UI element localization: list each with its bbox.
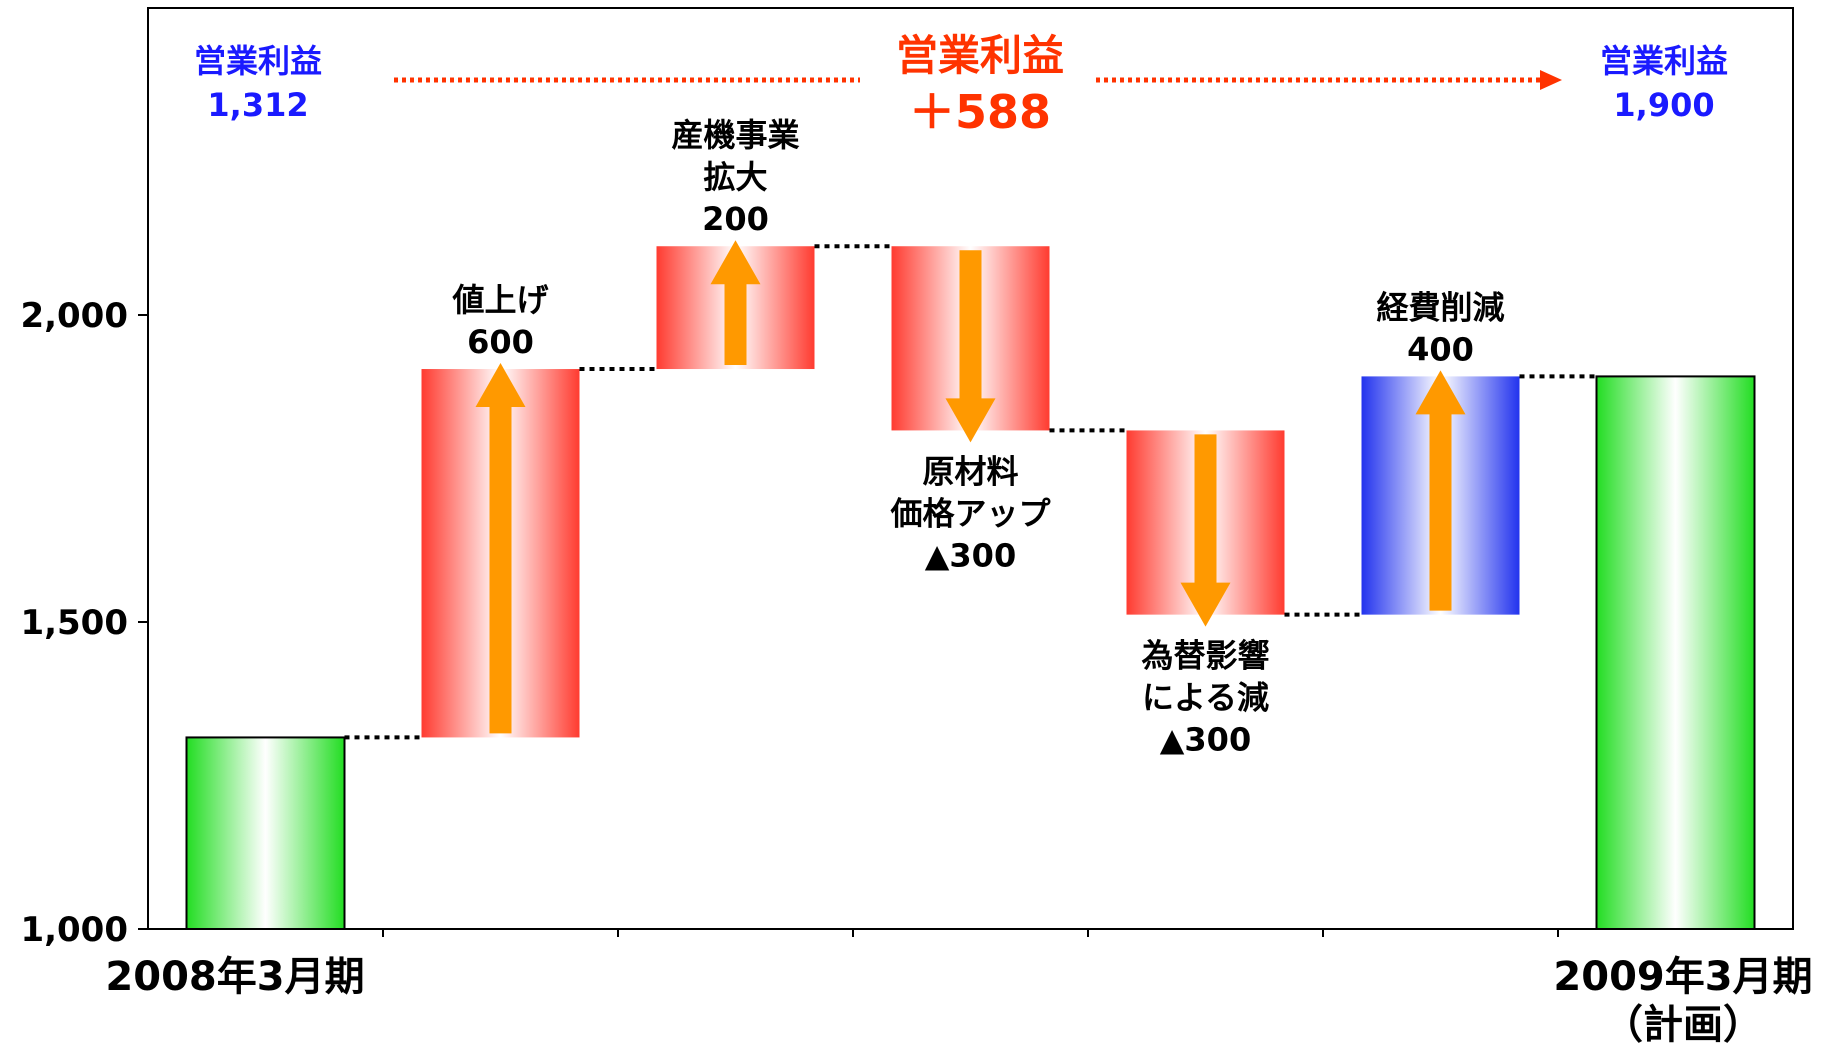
bar-label: 為替影響 bbox=[1141, 637, 1269, 675]
arrow-down-icon bbox=[1180, 434, 1231, 627]
x-category-label: （計画） bbox=[1603, 1002, 1763, 1048]
arrow-down-icon bbox=[945, 250, 996, 443]
y-tick-label: 1,000 bbox=[20, 910, 128, 950]
x-category-label: 2009年3月期 bbox=[1553, 954, 1812, 1000]
bar-label: 産機事業 bbox=[671, 116, 799, 154]
bar-label: 400 bbox=[1407, 330, 1474, 368]
summary-center-label: 営業利益 bbox=[896, 31, 1064, 80]
bar-label: による減 bbox=[1142, 679, 1269, 717]
bar-label: 価格アップ bbox=[889, 494, 1051, 532]
arrow-up-icon bbox=[475, 363, 526, 734]
bar-label: 原材料 bbox=[922, 452, 1018, 490]
summary-center-label: ＋588 bbox=[909, 85, 1051, 139]
bar-label: 値上げ bbox=[451, 281, 548, 319]
y-tick-label: 2,000 bbox=[20, 296, 128, 336]
plot-frame bbox=[147, 7, 1794, 930]
arrow-up-icon bbox=[710, 240, 761, 366]
bar-label: 拡大 bbox=[703, 158, 767, 196]
bar-label: ▲300 bbox=[1160, 721, 1251, 759]
bar-label: ▲300 bbox=[925, 536, 1016, 574]
summary-right-label: 1,900 bbox=[1613, 86, 1714, 124]
x-category-label: 2008年3月期 bbox=[105, 954, 364, 1000]
summary-arrowhead-icon bbox=[1540, 70, 1562, 90]
y-tick-label: 1,500 bbox=[20, 603, 128, 643]
summary-left-label: 1,312 bbox=[207, 86, 308, 124]
bar-start bbox=[185, 736, 346, 930]
bar-label: 経費削減 bbox=[1376, 288, 1504, 326]
bar-end bbox=[1595, 375, 1756, 930]
summary-left-label: 営業利益 bbox=[194, 42, 322, 80]
bar-label: 600 bbox=[467, 323, 534, 361]
summary-right-label: 営業利益 bbox=[1600, 42, 1728, 80]
bar-label: 200 bbox=[702, 200, 769, 238]
arrow-up-icon bbox=[1415, 370, 1466, 611]
